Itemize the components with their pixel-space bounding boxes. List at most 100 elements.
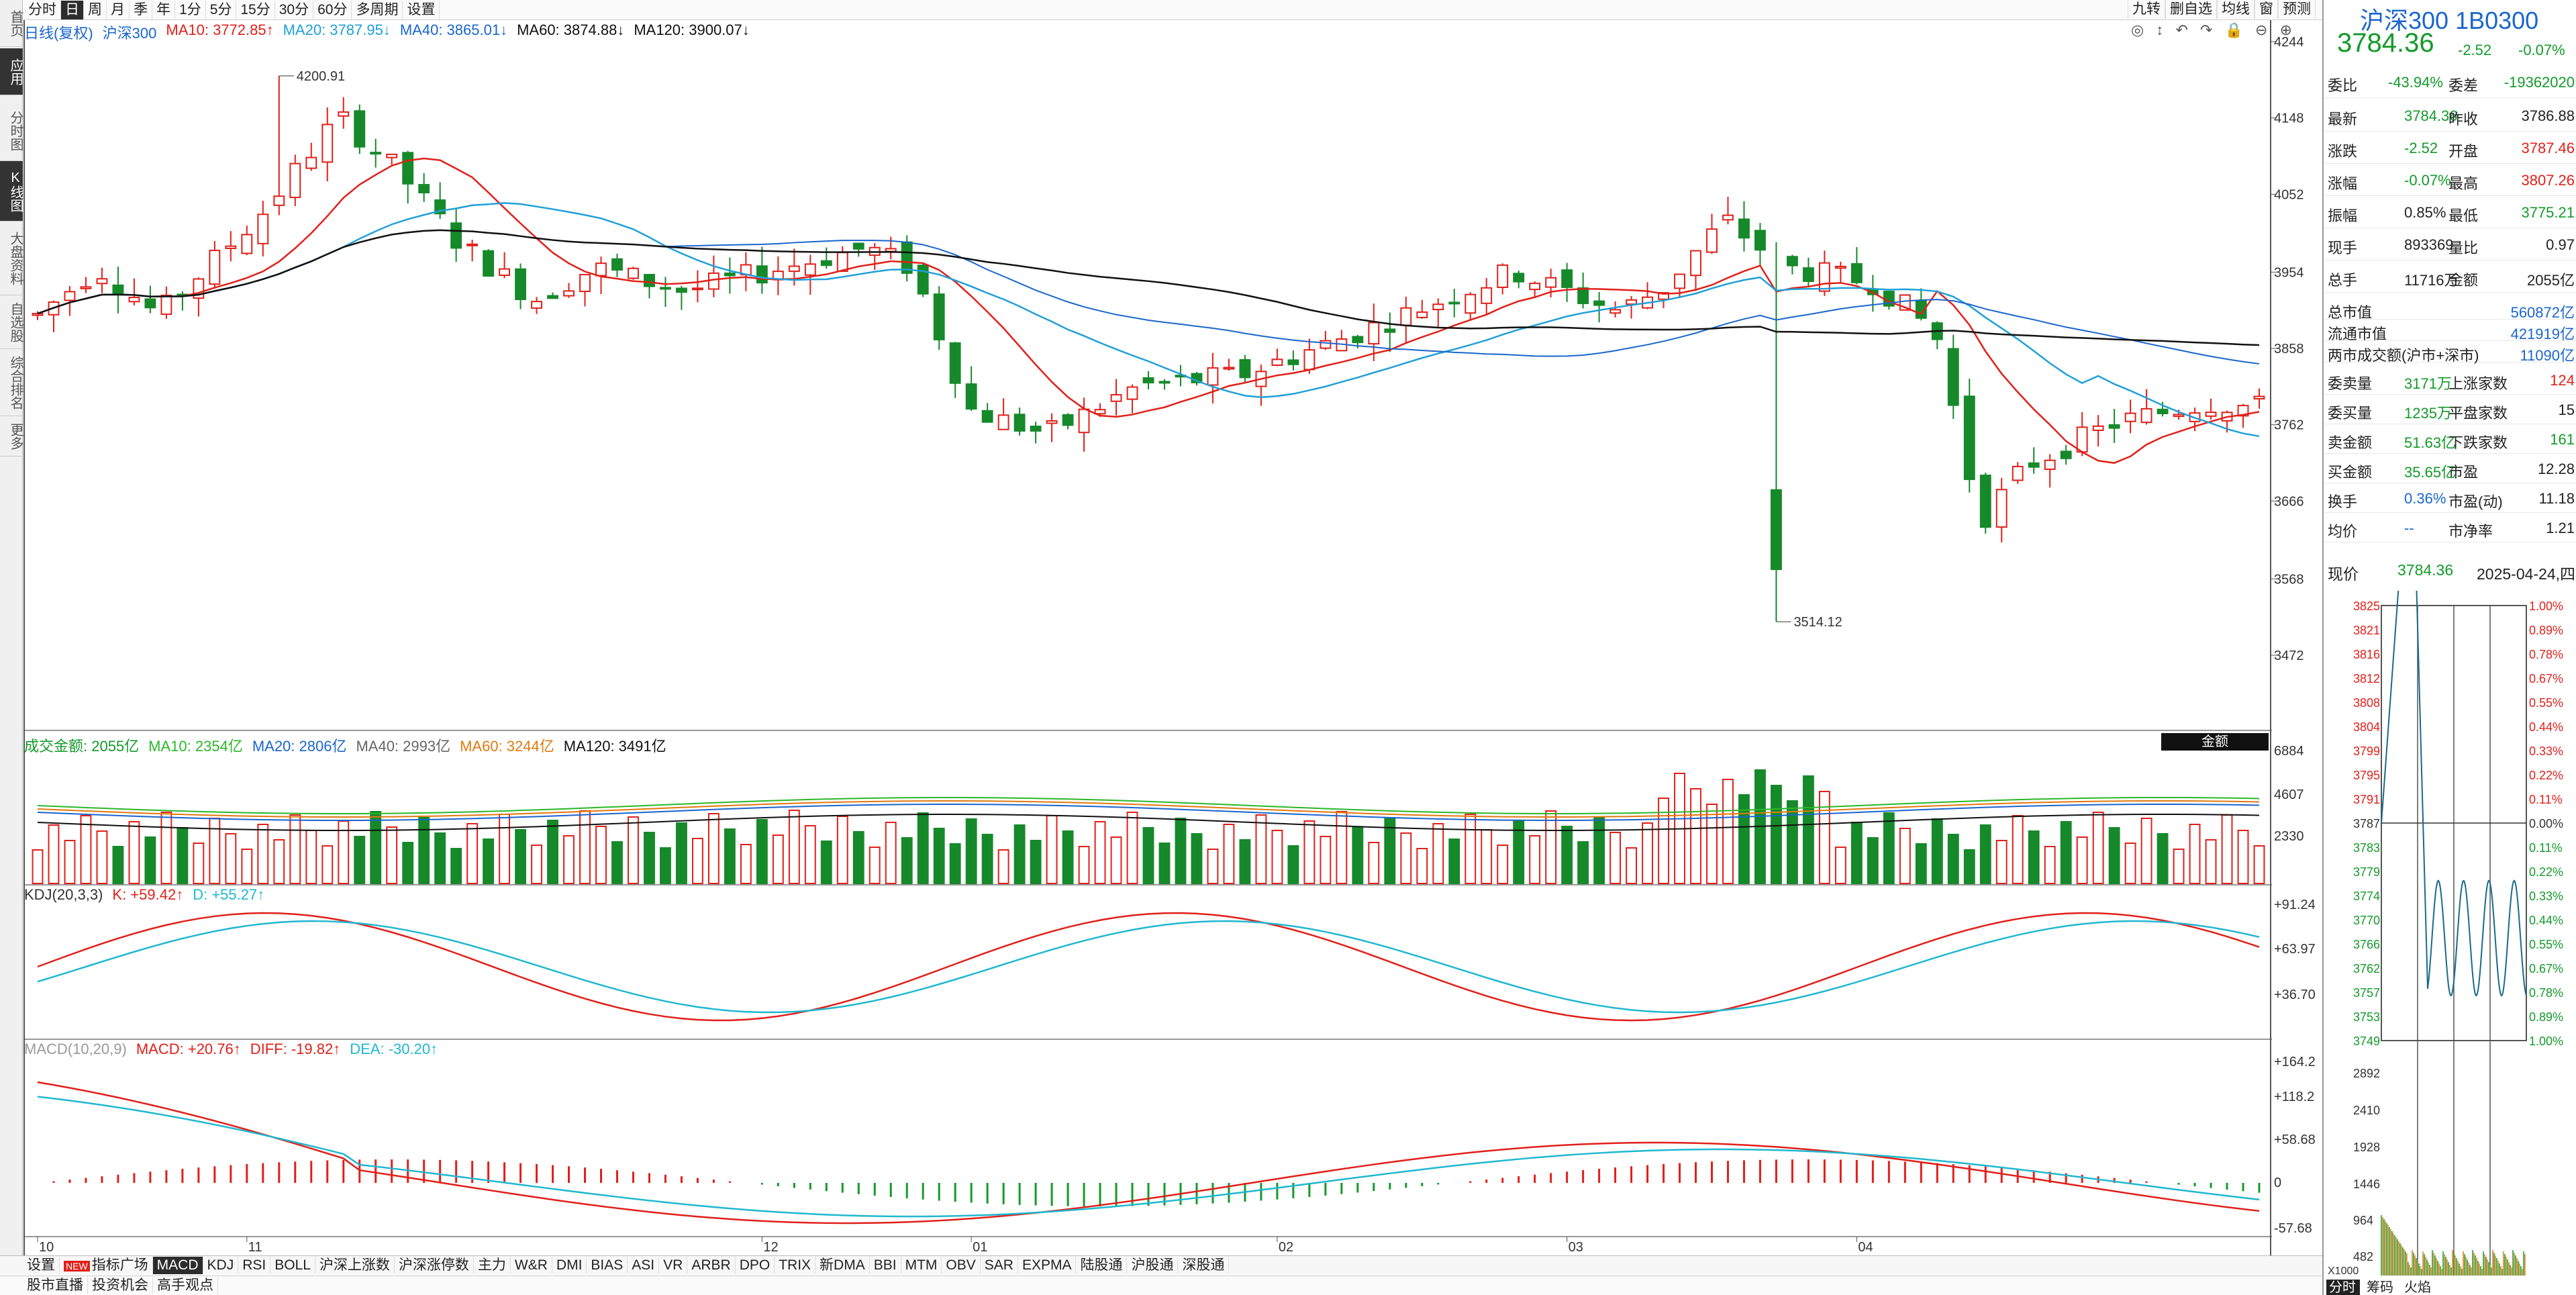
- jiuzhuan-button[interactable]: 九转: [2128, 0, 2165, 19]
- mini-volume-unit: X1000: [2328, 1265, 2359, 1277]
- tab-macd[interactable]: MACD: [152, 1256, 203, 1274]
- nav-watchlist[interactable]: 自选股: [0, 295, 23, 349]
- candle-up: [241, 234, 253, 254]
- ma40-value: MA40: 3865.01↓: [399, 21, 508, 38]
- intraday-mini-chart[interactable]: 3825 1.00% 3821 0.89% 3816 0.78% 3812 0.67% 3808…: [2324, 591, 2576, 1295]
- candle-up: [1046, 420, 1058, 424]
- kdj-d-value: D: +55.27↑: [193, 886, 265, 903]
- tab-15min[interactable]: 15分: [236, 0, 275, 19]
- breadth-value: 15: [2558, 401, 2575, 418]
- forecast-button[interactable]: 预测: [2278, 0, 2316, 19]
- tab-shengutong[interactable]: 深股通: [1178, 1256, 1230, 1274]
- tab-wr[interactable]: W&R: [511, 1256, 552, 1274]
- volume-type-dropdown[interactable]: 金额: [2161, 733, 2269, 751]
- tab-week[interactable]: 周: [84, 0, 107, 19]
- volume-bar-down: [1593, 816, 1605, 884]
- window-button[interactable]: 窗: [2255, 0, 2278, 19]
- volume-bar-down: [1883, 812, 1895, 884]
- volume-bar-up: [64, 840, 76, 884]
- quote-value: 3787.46: [2521, 140, 2575, 156]
- tab-vr[interactable]: VR: [659, 1256, 688, 1274]
- tab-5min[interactable]: 5分: [206, 0, 237, 19]
- cap-row: 流通市值 421919亿: [2324, 320, 2576, 342]
- tab-trix[interactable]: TRIX: [775, 1256, 816, 1274]
- tab-limit-up-count[interactable]: 沪深涨停数: [395, 1256, 474, 1274]
- volume-bar-down: [981, 834, 993, 884]
- candle-down: [547, 295, 558, 299]
- candle-down: [756, 265, 768, 284]
- candle-down: [418, 184, 430, 193]
- vol-ma20-value: MA20: 2806亿: [252, 738, 347, 755]
- weibi-row: 委比 -43.94% 委差 -19362020: [2324, 66, 2576, 98]
- candle-down: [354, 110, 366, 148]
- tab-day[interactable]: 日: [61, 0, 84, 19]
- tab-main-force[interactable]: 主力: [474, 1256, 511, 1274]
- tab-expma[interactable]: EXPMA: [1018, 1256, 1077, 1274]
- mini-left-tick: 3770: [2353, 914, 2380, 927]
- tab-lugutong[interactable]: 陆股通: [1076, 1256, 1128, 1274]
- volume-bar-down: [933, 828, 945, 884]
- macd-tick-label: +118.2: [2274, 1090, 2314, 1104]
- tab-kdj[interactable]: KDJ: [203, 1256, 239, 1274]
- volume-bar-up: [1545, 810, 1557, 884]
- live-link[interactable]: 股市直播: [23, 1277, 88, 1294]
- tab-60min[interactable]: 60分: [313, 0, 352, 19]
- tab-boll[interactable]: BOLL: [270, 1256, 315, 1274]
- volume-bar-down: [1979, 824, 1991, 884]
- tab-rsi[interactable]: RSI: [238, 1256, 271, 1274]
- tab-arbr[interactable]: ARBR: [687, 1256, 736, 1274]
- candle-down: [1239, 358, 1251, 379]
- ma-button[interactable]: 均线: [2217, 0, 2255, 19]
- tab-year[interactable]: 年: [152, 0, 175, 19]
- candle-down: [1448, 301, 1460, 305]
- tab-dpo[interactable]: DPO: [736, 1256, 775, 1274]
- opportunity-link[interactable]: 投资机会: [88, 1277, 153, 1294]
- tab-1min[interactable]: 1分: [175, 0, 206, 19]
- nav-market-info[interactable]: 大盘资料: [0, 222, 23, 295]
- tab-bbi[interactable]: BBI: [870, 1256, 901, 1274]
- tab-new-dma[interactable]: 新DMA: [815, 1256, 870, 1274]
- tab-bias[interactable]: BIAS: [587, 1256, 628, 1274]
- tab-fenshi[interactable]: 分时: [24, 0, 61, 19]
- remove-favorite-button[interactable]: 删自选: [2165, 0, 2217, 19]
- mini-left-tick: 3787: [2353, 817, 2380, 830]
- kline-chart[interactable]: 4200.91 3514.12 4244 4148 4052 3954 3858 3762 3…: [0, 0, 2322, 1255]
- date-tick-label: 10: [39, 1240, 54, 1255]
- volume-bar-down: [1448, 838, 1460, 884]
- indicator-plaza-tab[interactable]: NEW 指标广场: [60, 1256, 153, 1274]
- tab-dmi[interactable]: DMI: [552, 1256, 587, 1274]
- breadth-label: 换手: [2328, 493, 2358, 510]
- tab-settings[interactable]: 设置: [403, 0, 440, 19]
- volume-bar-up: [321, 845, 334, 884]
- candle-down: [949, 342, 961, 384]
- macd-dea-line: [37, 1096, 2260, 1218]
- tab-season[interactable]: 季: [130, 0, 152, 19]
- tab-asi[interactable]: ASI: [628, 1256, 660, 1274]
- nav-more[interactable]: 更多: [0, 416, 23, 457]
- nav-apps[interactable]: 应用: [0, 48, 23, 95]
- candle-up: [1658, 292, 1669, 300]
- candle-up: [2012, 465, 2024, 481]
- expert-link[interactable]: 高手观点: [153, 1277, 218, 1294]
- quote-label: 振幅: [2328, 207, 2358, 224]
- nav-fenshi-chart[interactable]: 分时图: [0, 101, 23, 161]
- volume-bar-up: [2124, 843, 2136, 884]
- candle-up: [563, 290, 575, 297]
- nav-ranking[interactable]: 综合排名: [0, 349, 23, 416]
- tab-month[interactable]: 月: [107, 0, 130, 19]
- tab-mtm[interactable]: MTM: [901, 1256, 942, 1274]
- tab-multi-period[interactable]: 多周期: [352, 0, 403, 19]
- volume-bar-up: [1046, 815, 1058, 884]
- tab-up-count[interactable]: 沪深上涨数: [315, 1256, 395, 1274]
- nav-home[interactable]: 首页: [0, 0, 23, 47]
- mini-left-tick: 3791: [2353, 793, 2380, 806]
- nav-kline-chart[interactable]: K线图: [0, 161, 23, 222]
- tab-30min[interactable]: 30分: [275, 0, 314, 19]
- chart-tool-icons[interactable]: ◎ ↕ ↶ ↷ 🔒 ⊖ ⊕: [2131, 21, 2296, 38]
- tab-obv[interactable]: OBV: [942, 1256, 981, 1274]
- tab-sar[interactable]: SAR: [981, 1256, 1018, 1274]
- indicator-settings-tab[interactable]: 设置: [23, 1256, 60, 1274]
- current-price: 3784.36: [2337, 28, 2434, 58]
- tab-hugutong[interactable]: 沪股通: [1127, 1256, 1179, 1274]
- date-tick-label: 11: [248, 1240, 262, 1255]
